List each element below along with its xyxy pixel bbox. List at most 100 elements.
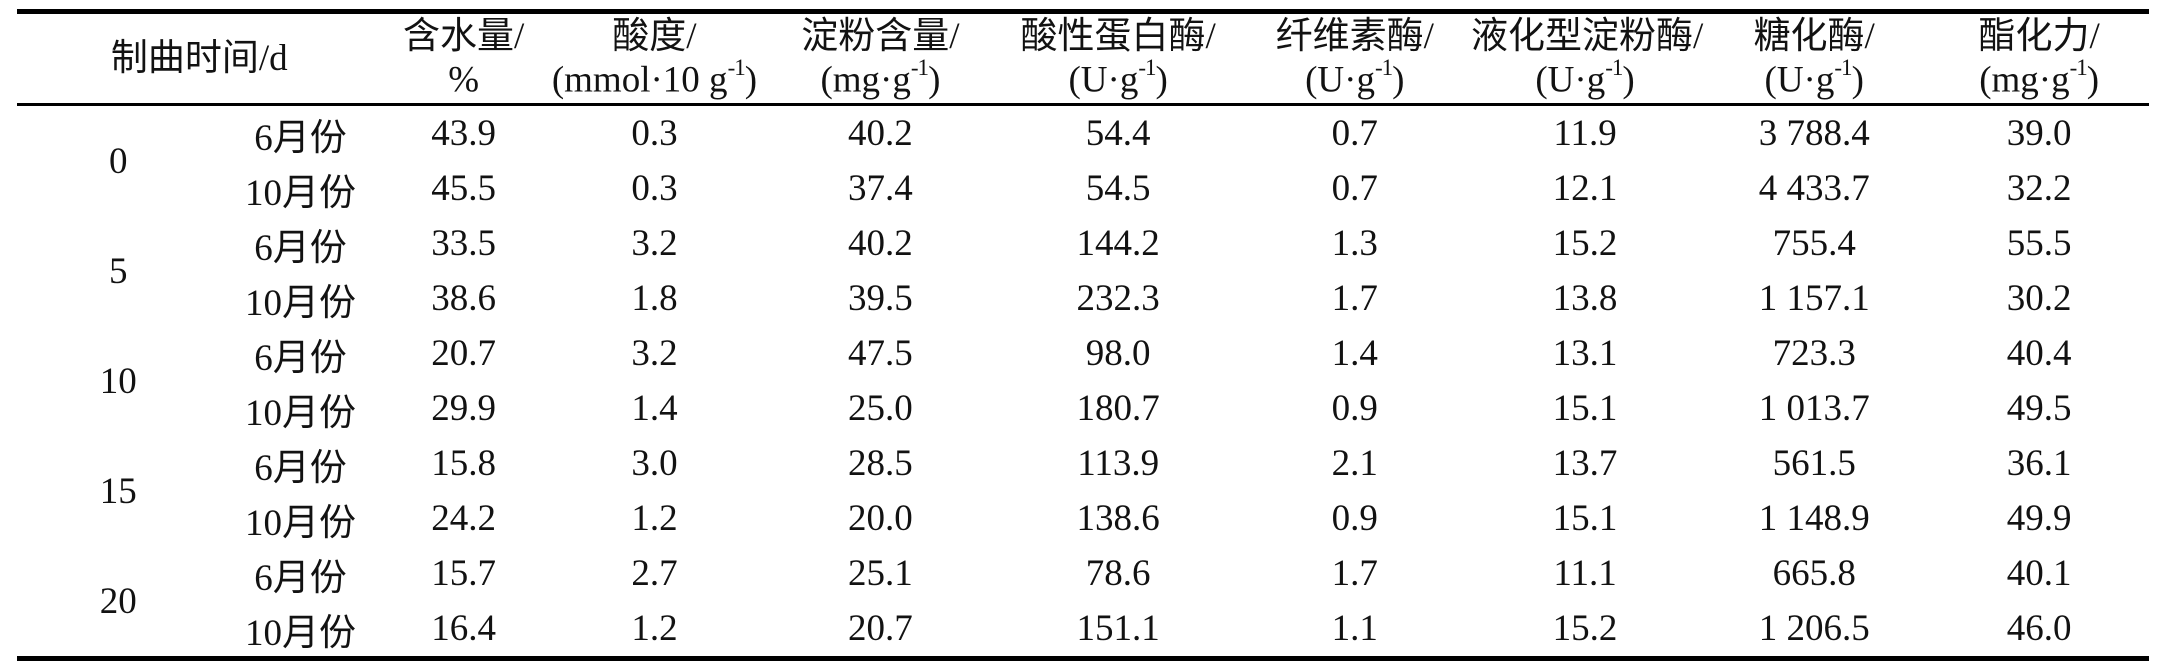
day-cell: 0	[109, 140, 128, 182]
unit-superscript: -1	[910, 55, 929, 81]
value-cell: 665.8	[1772, 553, 1856, 594]
value-cell: 1.1	[1331, 608, 1378, 649]
column-header: 糖化酶/(U·g-1)	[1699, 11, 1930, 106]
day-cell: 20	[99, 580, 137, 622]
value-cell: 138.6	[1076, 498, 1160, 539]
unit-superscript: -1	[2069, 55, 2088, 81]
table-row: 10月份 16.4 1.2 20.7 151.1 1.1 15.2 1 206.5 46.0	[17, 601, 2149, 659]
unit-superscript: -1	[1605, 55, 1623, 81]
value-cell: 3.0	[631, 443, 678, 484]
column-header: 纤维素酶/(U·g-1)	[1238, 11, 1471, 106]
column-header-koji-time-label: 制曲时间/d	[110, 37, 288, 79]
value-cell: 2.7	[631, 553, 678, 594]
value-cell: 98.0	[1085, 333, 1151, 374]
value-cell: 561.5	[1772, 443, 1856, 484]
table-row: 5 6月份 33.5 3.2 40.2 144.2 1.3 15.2 755.4 55.5	[17, 216, 2149, 292]
value-cell: 40.4	[2006, 333, 2072, 374]
table-row: 10月份 45.5 0.3 37.4 54.5 0.7 12.1 4 433.7 32.2	[17, 161, 2149, 216]
column-header-koji-time: 制曲时间/d	[17, 11, 382, 106]
value-cell: 15.1	[1552, 388, 1618, 429]
column-header-name: 酸度/	[612, 16, 697, 58]
value-cell: 55.5	[2006, 223, 2072, 264]
value-cell: 37.4	[848, 168, 913, 209]
month-cell: 10月份	[245, 282, 357, 324]
value-cell: 39.5	[848, 278, 913, 319]
value-cell: 3.2	[631, 223, 678, 264]
column-header-name: 糖化酶/	[1753, 16, 1875, 58]
value-cell: 0.7	[1331, 168, 1378, 209]
value-cell: 25.0	[848, 388, 913, 429]
column-header: 液化型淀粉酶/(U·g-1)	[1470, 11, 1703, 106]
column-header-unit: (U·g-1)	[1471, 55, 1699, 102]
value-cell: 40.2	[848, 223, 913, 264]
value-cell: 47.5	[848, 333, 913, 374]
value-cell: 1.4	[631, 388, 678, 429]
table-row: 10月份 38.6 1.8 39.5 232.3 1.7 13.8 1 157.1 30.2	[17, 271, 2149, 326]
column-header-name: 酯化力/	[1978, 16, 2100, 58]
unit-text: (U·g	[1068, 59, 1139, 101]
value-cell: 16.4	[431, 608, 497, 649]
month-cell: 6月份	[254, 227, 347, 269]
value-cell: 0.9	[1331, 498, 1378, 539]
unit-text: )	[1851, 59, 1864, 101]
value-cell: 49.9	[2006, 498, 2072, 539]
value-cell: 24.2	[431, 498, 497, 539]
unit-superscript: -1	[727, 55, 746, 81]
unit-superscript: -1	[1834, 55, 1852, 81]
value-cell: 1.7	[1331, 278, 1378, 319]
value-cell: 15.8	[431, 443, 497, 484]
value-cell: 11.1	[1553, 553, 1617, 594]
month-cell: 6月份	[254, 447, 347, 489]
day-cell: 15	[99, 470, 137, 512]
value-cell: 15.2	[1552, 223, 1618, 264]
value-cell: 0.3	[631, 113, 678, 154]
value-cell: 1.3	[1331, 223, 1378, 264]
value-cell: 2.1	[1331, 443, 1378, 484]
day-cell: 10	[99, 360, 137, 402]
column-header-unit: %	[382, 58, 546, 102]
column-header: 酯化力/(mg·g-1)	[1929, 11, 2149, 106]
column-header-name: 淀粉含量/	[801, 16, 960, 58]
koji-properties-table: 制曲时间/d 含水量/% 酸度/(mmol·10 g-1) 淀粉含量/(mg·g-1…	[17, 9, 2149, 661]
value-cell: 11.9	[1553, 113, 1617, 154]
value-cell: 1.2	[631, 608, 678, 649]
value-cell: 723.3	[1772, 333, 1856, 374]
unit-text: )	[744, 59, 758, 101]
unit-text: )	[928, 59, 941, 101]
value-cell: 36.1	[2006, 443, 2072, 484]
column-header-unit: (mg·g-1)	[1929, 55, 2149, 102]
table-row: 10月份 29.9 1.4 25.0 180.7 0.9 15.1 1 013.7 49.5	[17, 381, 2149, 436]
unit-text: (U·g	[1305, 59, 1375, 101]
month-cell: 10月份	[245, 392, 357, 434]
value-cell: 39.0	[2006, 113, 2072, 154]
value-cell: 1.7	[1331, 553, 1378, 594]
value-cell: 151.1	[1076, 608, 1160, 649]
value-cell: 1 157.1	[1758, 278, 1870, 319]
value-cell: 12.1	[1552, 168, 1618, 209]
unit-text: )	[2086, 59, 2100, 101]
value-cell: 20.7	[848, 608, 913, 649]
value-cell: 32.2	[2006, 168, 2072, 209]
column-header-name: 含水量/	[403, 16, 525, 58]
table-row: 10月份 24.2 1.2 20.0 138.6 0.9 15.1 1 148.9 49.9	[17, 491, 2149, 546]
value-cell: 0.3	[631, 168, 678, 209]
value-cell: 15.7	[431, 553, 497, 594]
value-cell: 0.9	[1331, 388, 1378, 429]
value-cell: 78.6	[1085, 553, 1151, 594]
column-header-unit: (U·g-1)	[1699, 55, 1929, 102]
column-header-name: 酸性蛋白酶/	[1020, 16, 1216, 58]
unit-superscript: -1	[1138, 55, 1156, 81]
unit-superscript: -1	[1374, 55, 1393, 81]
unit-text: )	[1155, 59, 1168, 101]
value-cell: 3 788.4	[1758, 113, 1870, 154]
column-header-unit: (mg·g-1)	[763, 55, 998, 102]
table-row: 15 6月份 15.8 3.0 28.5 113.9 2.1 13.7 561.5 36.1	[17, 436, 2149, 512]
unit-text: )	[1392, 59, 1405, 101]
table-header-row: 制曲时间/d 含水量/% 酸度/(mmol·10 g-1) 淀粉含量/(mg·g-1…	[17, 11, 2149, 106]
unit-text: %	[448, 59, 480, 101]
month-cell: 10月份	[245, 612, 357, 654]
column-header: 含水量/%	[381, 11, 546, 106]
month-cell: 10月份	[245, 172, 357, 214]
month-cell: 10月份	[245, 502, 357, 544]
column-header: 酸度/(mmol·10 g-1)	[545, 11, 764, 106]
